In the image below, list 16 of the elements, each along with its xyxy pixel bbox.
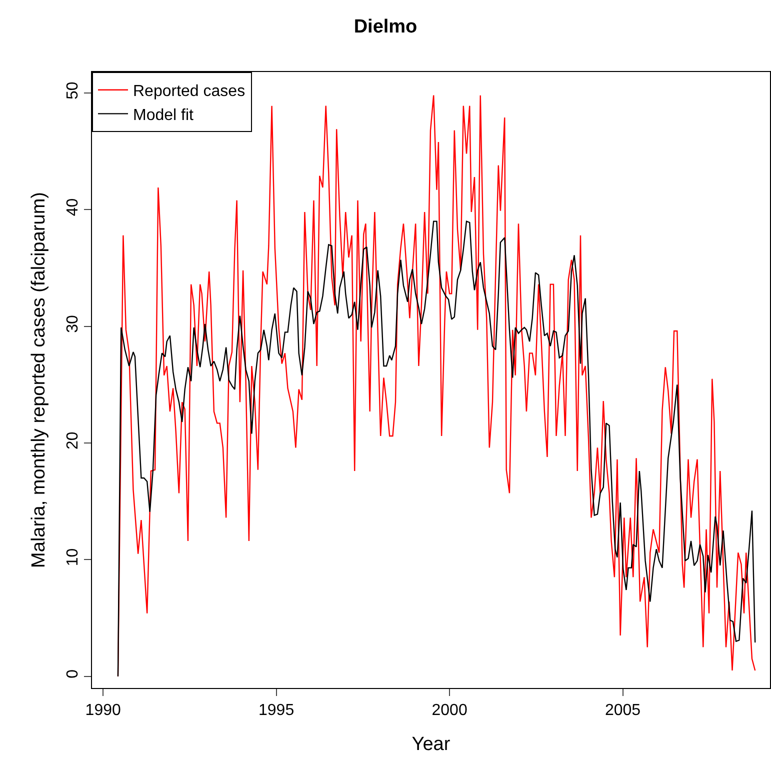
- legend-label: Reported cases: [133, 83, 246, 100]
- y-tick-label: 30: [64, 314, 82, 333]
- x-tick-label: 1990: [85, 702, 121, 720]
- y-axis-title: Malaria, monthly reported cases (falciparum): [28, 192, 50, 568]
- y-tick-label: 0: [64, 669, 82, 678]
- y-tick-label: 50: [64, 82, 82, 100]
- y-tick-label: 40: [64, 198, 82, 216]
- x-axis-title: Year: [412, 734, 451, 755]
- x-tick-label: 1995: [258, 702, 294, 720]
- legend-label: Model fit: [133, 106, 194, 124]
- line-series: [117, 220, 756, 677]
- x-tick-label: 2000: [432, 702, 468, 720]
- y-tick-label: 20: [64, 432, 82, 450]
- y-tick-label: 10: [64, 548, 82, 566]
- x-tick-label: 2005: [604, 702, 641, 720]
- chart-title: Dielmo: [354, 16, 418, 38]
